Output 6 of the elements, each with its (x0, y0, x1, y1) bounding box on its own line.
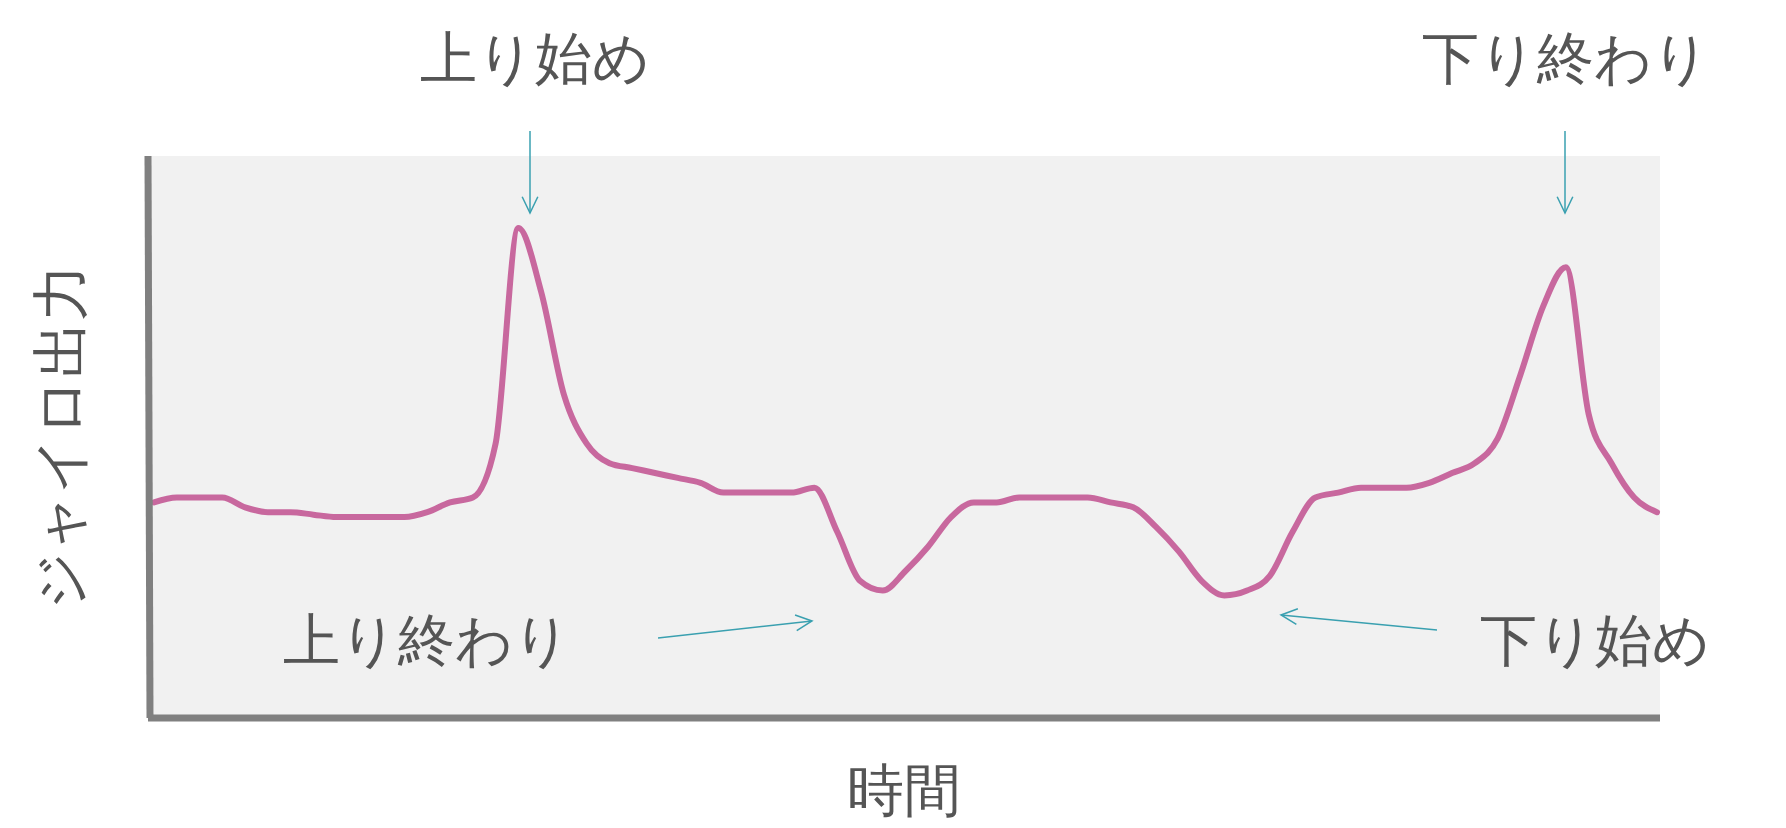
x-axis-title: 時間 (847, 757, 961, 823)
annotation: 上り終わり (283, 607, 571, 673)
annotation: 下り始め (1480, 607, 1710, 673)
y-axis-title: ジャイロ出力 (27, 264, 93, 610)
text: 上り始め (420, 25, 650, 91)
text: 下り終わり (1422, 25, 1710, 91)
